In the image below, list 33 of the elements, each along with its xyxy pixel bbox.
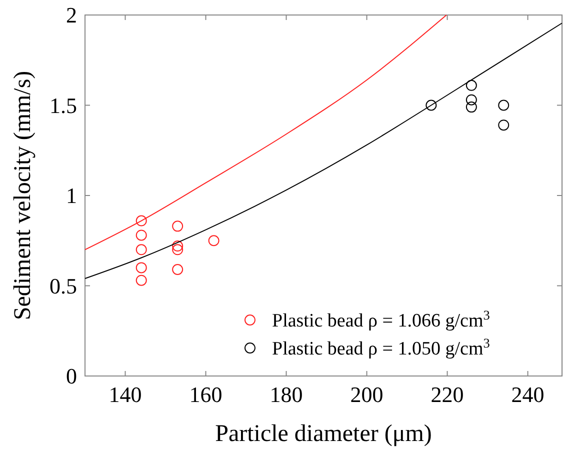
y-tick-label: 0	[66, 364, 77, 389]
point	[466, 102, 477, 113]
point	[208, 235, 220, 246]
point	[172, 264, 184, 276]
point	[172, 220, 184, 232]
x-tick-label: 200	[350, 382, 384, 407]
point	[136, 230, 147, 241]
line-series	[84, 14, 447, 250]
x-tick-label: 240	[511, 382, 544, 407]
point	[136, 215, 147, 226]
point	[136, 262, 147, 274]
x-tick-label: 180	[270, 382, 303, 407]
point	[466, 80, 477, 91]
x-tick-label: 160	[189, 382, 222, 407]
line-series	[84, 22, 562, 280]
y-tick-label: 1	[66, 183, 77, 208]
y-tick-label: 2	[66, 2, 77, 28]
point	[498, 120, 510, 131]
point	[498, 100, 510, 111]
point	[426, 100, 437, 111]
x-tick-label: 140	[108, 382, 142, 407]
legend-label: Plastic bead ρ = 1.066 g/cm$^{3}$	[272, 307, 490, 332]
point	[172, 244, 184, 256]
point	[136, 274, 147, 286]
x-tick-label: 220	[430, 382, 464, 407]
y-tick-label: 0.5	[50, 273, 77, 298]
x-axis-title: Particle diameter (μm)	[215, 421, 432, 447]
y-tick-label: 1.5	[50, 92, 77, 118]
point	[172, 240, 184, 252]
point	[466, 94, 477, 106]
y-axis-title: Sediment velocity (mm/s)	[10, 70, 36, 320]
point	[136, 244, 147, 256]
legend-label: Plastic bead ρ = 1.050 g/cm$^{3}$	[272, 335, 490, 360]
